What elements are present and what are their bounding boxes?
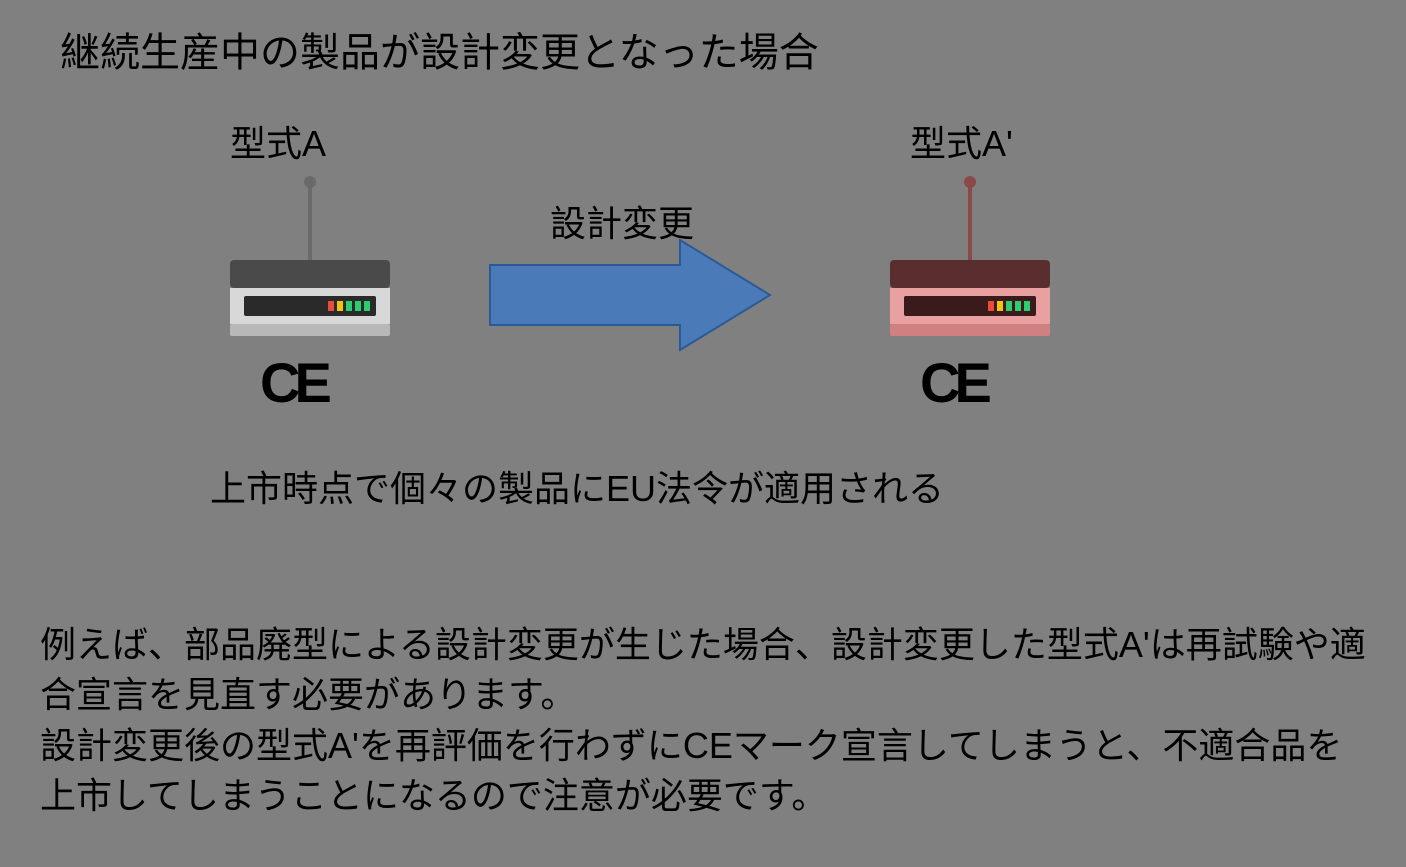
right-ce-mark: CE bbox=[920, 350, 986, 415]
body-line-2: 設計変更後の型式A'を再評価を行わずにCEマーク宣言してしまうと、不適合品を上市… bbox=[40, 721, 1366, 822]
left-model-label: 型式A bbox=[230, 115, 326, 167]
body-text: 例えば、部品廃型による設計変更が生じた場合、設計変更した型式A'は再試験や適合宣… bbox=[40, 620, 1366, 822]
left-ce-mark: CE bbox=[260, 350, 326, 415]
diagram-caption: 上市時点で個々の製品にEU法令が適用される bbox=[210, 460, 944, 512]
left-router-icon bbox=[210, 170, 410, 345]
body-line-1: 例えば、部品廃型による設計変更が生じた場合、設計変更した型式A'は再試験や適合宣… bbox=[40, 620, 1366, 721]
design-change-arrow bbox=[480, 235, 780, 360]
right-router-icon bbox=[870, 170, 1070, 345]
page-title: 継続生産中の製品が設計変更となった場合 bbox=[60, 20, 819, 78]
right-model-label: 型式A' bbox=[910, 115, 1013, 167]
